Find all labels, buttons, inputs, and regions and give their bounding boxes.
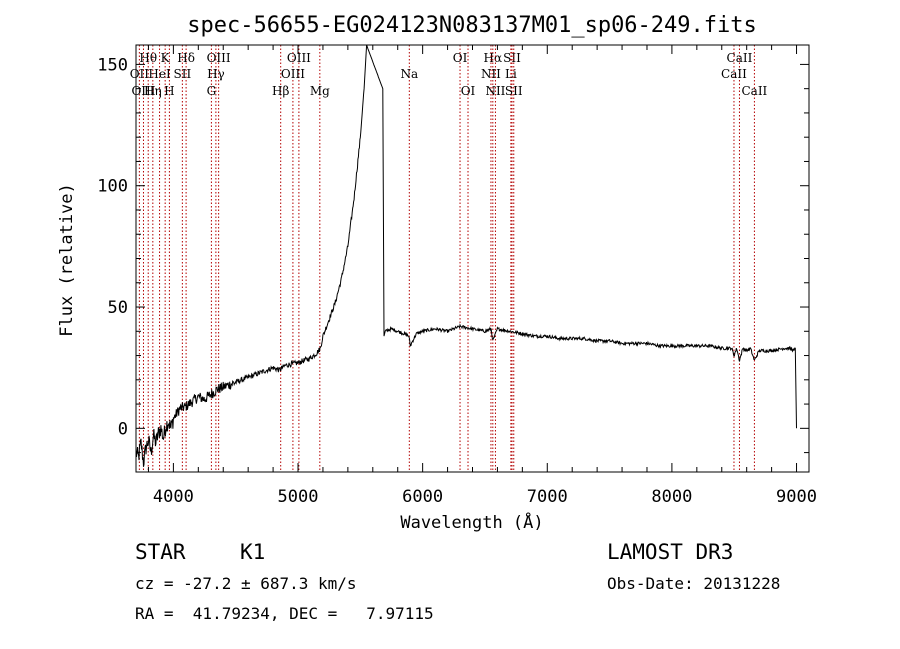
y-tick-label: 50 — [108, 298, 128, 318]
line-label: OII — [130, 67, 150, 81]
redshift-cz: cz = -27.2 ± 687.3 km/s — [135, 574, 357, 593]
line-label: SII — [505, 84, 523, 98]
y-tick-label: 0 — [118, 419, 128, 439]
line-label: HeI — [148, 67, 171, 81]
line-label: Hδ — [177, 51, 195, 65]
line-label: NII — [481, 67, 501, 81]
x-tick-label: 5000 — [278, 487, 319, 507]
line-label: K — [161, 51, 171, 65]
chart-title: spec-56655-EG024123N083137M01_sp06-249.f… — [187, 13, 757, 38]
x-tick-label: 6000 — [402, 487, 443, 507]
line-label: Hβ — [272, 84, 289, 98]
line-label: Hα — [484, 51, 503, 65]
line-label: CaII — [727, 51, 753, 65]
plot-frame — [135, 44, 810, 473]
x-tick-label: 7000 — [527, 487, 568, 507]
line-label: NII — [485, 84, 505, 98]
x-axis-label: Wavelength (Å) — [400, 511, 543, 533]
line-label: Li — [505, 67, 517, 81]
survey-name: LAMOST DR3 — [607, 540, 734, 564]
line-label: SII — [503, 51, 521, 65]
line-label: G — [207, 84, 217, 98]
line-label: SII — [174, 67, 192, 81]
y-axis-label: Flux (relative) — [57, 183, 77, 337]
line-label: OIII — [287, 51, 311, 65]
y-tick-label: 150 — [97, 55, 128, 75]
line-label: OIII — [131, 84, 155, 98]
line-label: Hθ — [139, 51, 157, 65]
line-label: CaII — [721, 67, 747, 81]
axis-ticks: 4000 5000 6000 7000 8000 9000 0 50 100 150 — [97, 45, 817, 507]
line-label: OI — [461, 84, 476, 98]
line-label: CaII — [741, 84, 767, 98]
line-label: OIII — [281, 67, 305, 81]
x-tick-label: 9000 — [776, 487, 817, 507]
line-label: Mg — [310, 84, 330, 98]
line-label: Na — [400, 67, 418, 81]
line-label: Hγ — [207, 67, 225, 81]
ra-dec: RA = 41.79234, DEC = 7.97115 — [135, 604, 434, 623]
line-label: Hη — [144, 84, 162, 98]
spectrum-line — [135, 44, 797, 467]
line-label: OI — [453, 51, 468, 65]
x-tick-label: 4000 — [153, 487, 194, 507]
obs-date: Obs-Date: 20131228 — [607, 574, 781, 593]
x-tick-label: 8000 — [651, 487, 692, 507]
object-subclass: K1 — [240, 540, 266, 564]
line-label: H — [164, 84, 174, 98]
y-tick-label: 100 — [97, 177, 128, 197]
line-label: OIII — [207, 51, 231, 65]
object-class: STAR — [135, 540, 186, 564]
